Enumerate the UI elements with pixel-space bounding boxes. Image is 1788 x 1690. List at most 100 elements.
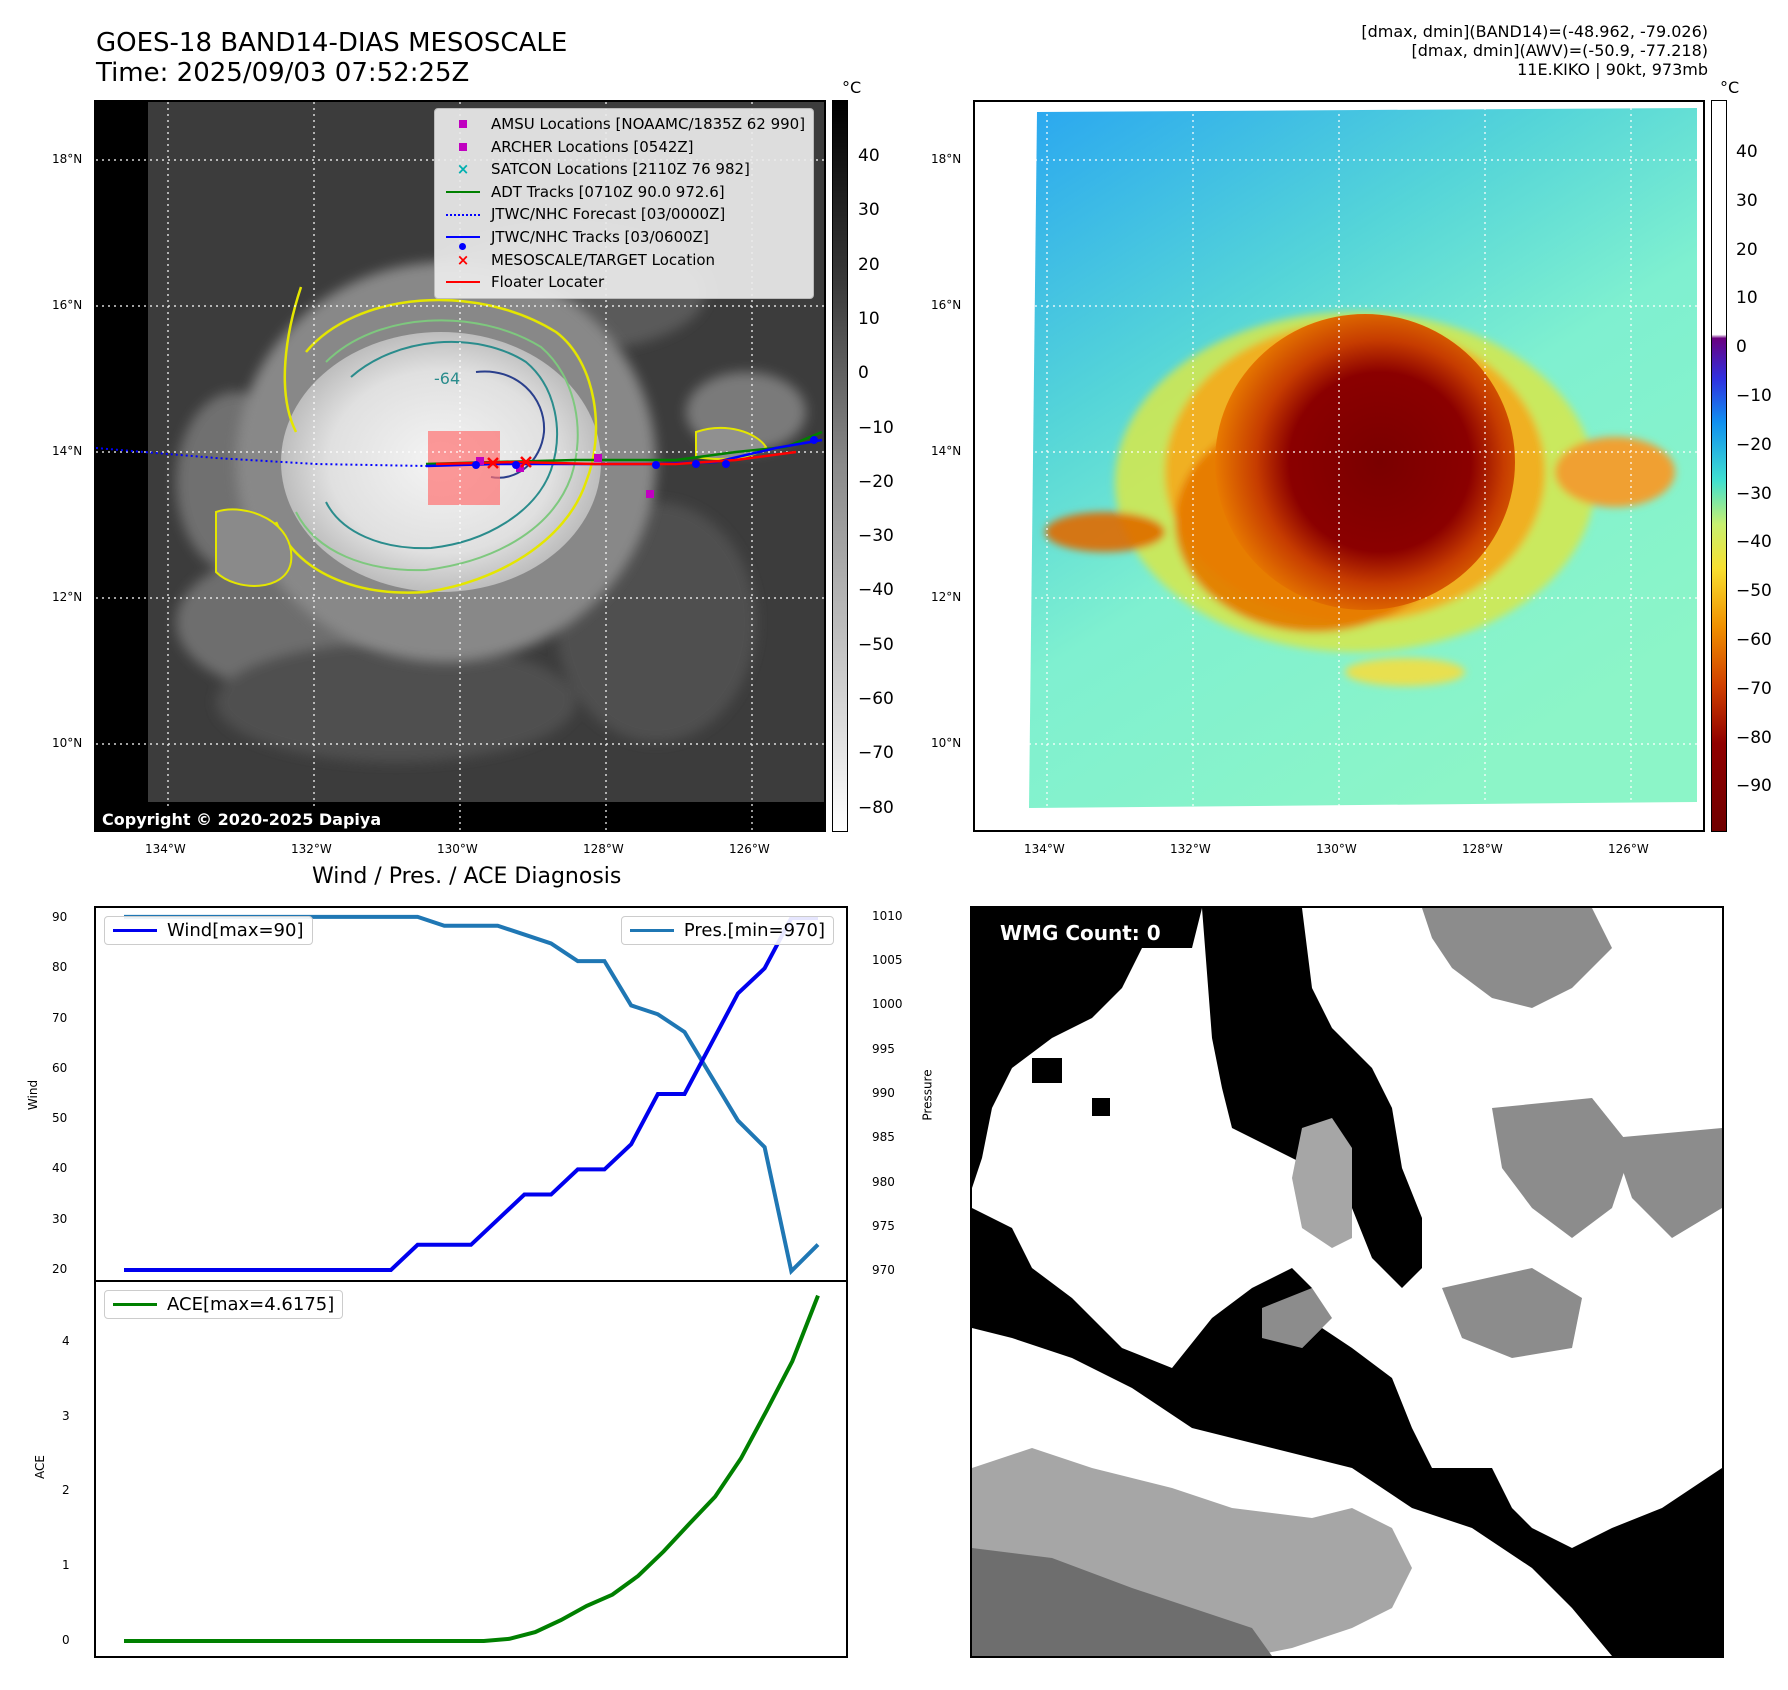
wind-tick: 40 <box>52 1161 68 1176</box>
color-map-panel <box>973 100 1705 832</box>
wmg-svg <box>972 908 1722 1656</box>
line-icon <box>113 1303 157 1306</box>
legend-item-adt: ADT Tracks [0710Z 90.0 972.6] <box>443 181 805 204</box>
wind-legend: Wind[max=90] <box>104 916 313 945</box>
ace-svg <box>124 1294 820 1644</box>
colorbar-tick: 30 <box>1736 190 1758 211</box>
colorbar-tick: 20 <box>858 254 880 275</box>
pres-tick: 985 <box>872 1130 895 1145</box>
info-line-3: 11E.KIKO | 90kt, 973mb <box>1517 60 1708 79</box>
legend-label: ARCHER Locations [0542Z] <box>491 137 694 156</box>
jtwc-forecast-track <box>96 447 427 467</box>
lat-tick: 12°N <box>931 590 962 604</box>
square-marker-icon <box>443 142 483 151</box>
colorbar-tick: 10 <box>1736 288 1758 309</box>
track-points <box>472 436 818 469</box>
pres-tick: 980 <box>872 1174 895 1189</box>
legend-label: AMSU Locations [NOAAMC/1835Z 62 990] <box>491 115 806 133</box>
ace-series-line <box>124 1294 820 1644</box>
info-line-2: [dmax, dmin](AWV)=(-50.9, -77.218) <box>1411 41 1708 60</box>
wmg-darkgray-regions <box>972 1548 1272 1656</box>
pres-tick: 1010 <box>872 908 903 923</box>
colorbar-tick: −50 <box>1736 581 1772 602</box>
wind-pres-panel: Wind[max=90] Pres.[min=970] <box>94 906 848 1282</box>
square-marker-icon <box>443 120 483 129</box>
lon-tick: 130°W <box>1316 842 1357 856</box>
legend-item-amsu: AMSU Locations [NOAAMC/1835Z 62 990] <box>443 113 805 136</box>
pres-legend-label: Pres.[min=970] <box>683 920 825 941</box>
x-marker-icon: × <box>456 250 470 269</box>
wind-pres-svg <box>124 914 820 1276</box>
wind-axis-label: Wind <box>26 1079 41 1111</box>
line-icon <box>629 929 674 932</box>
ir-colorbar <box>832 100 848 832</box>
legend-label: SATCON Locations [2110Z 76 982] <box>491 160 750 179</box>
pres-legend: Pres.[min=970] <box>620 916 834 945</box>
legend-item-jtwc-forecast: JTWC/NHC Forecast [03/0000Z] <box>443 203 805 226</box>
wind-tick: 50 <box>52 1111 68 1126</box>
lat-tick: 16°N <box>52 298 83 312</box>
wmg-count-badge: WMG Count: 0 <box>990 918 1171 948</box>
line-icon <box>113 929 157 932</box>
colorbar-tick: −40 <box>1736 532 1772 553</box>
legend-label: ADT Tracks [0710Z 90.0 972.6] <box>491 182 725 201</box>
lon-tick: 134°W <box>145 842 186 856</box>
pres-tick: 990 <box>872 1086 895 1100</box>
ir-colorbar-unit: °C <box>842 78 862 97</box>
wind-series-line <box>124 916 818 1272</box>
colorbar-tick: 20 <box>1736 239 1758 260</box>
wind-legend-label: Wind[max=90] <box>167 920 304 941</box>
lon-tick: 128°W <box>1462 842 1503 856</box>
ace-legend-label: ACE[max=4.6175] <box>167 1294 335 1315</box>
colorbar-tick: 40 <box>858 146 880 166</box>
lon-tick: 132°W <box>1170 842 1211 856</box>
ir-map-panel: -64 <box>94 100 826 832</box>
ace-tick: 2 <box>62 1483 70 1498</box>
legend-label: Floater Locater <box>491 273 605 292</box>
legend-item-jtwc-tracks: JTWC/NHC Tracks [03/0600Z] <box>443 226 805 251</box>
diagnosis-title: Wind / Pres. / ACE Diagnosis <box>312 864 622 889</box>
wmg-gray-regions <box>1262 908 1722 1358</box>
pres-tick: 975 <box>872 1218 895 1233</box>
pres-axis-label: Pressure <box>920 1069 935 1121</box>
lon-tick: 130°W <box>437 842 478 856</box>
info-line-1: [dmax, dmin](BAND14)=(-48.962, -79.026) <box>1361 22 1708 41</box>
colorbar-tick: −40 <box>858 580 894 601</box>
storm-info: [dmax, dmin](BAND14)=(-48.962, -79.026) … <box>1361 22 1708 79</box>
colorbar-tick: 10 <box>858 308 880 329</box>
colorbar-tick: −30 <box>1736 483 1772 504</box>
x-marker-icon: × <box>456 160 470 179</box>
colorbar-tick: 30 <box>858 200 880 221</box>
legend-item-mesoscale: × MESOSCALE/TARGET Location <box>443 249 805 272</box>
lon-tick: 128°W <box>583 842 624 856</box>
wind-tick: 70 <box>52 1010 68 1025</box>
colorbar-tick: −60 <box>1736 630 1772 650</box>
colorbar-tick: −60 <box>858 689 894 709</box>
target-markers <box>487 456 532 469</box>
wind-tick: 20 <box>52 1261 68 1276</box>
lon-tick: 134°W <box>1024 842 1065 856</box>
colorbar-tick: −30 <box>858 526 894 547</box>
colorbar-tick: −90 <box>1736 776 1772 797</box>
colorbar-tick: −80 <box>858 797 894 818</box>
ace-tick: 1 <box>62 1558 70 1573</box>
colorbar-tick: 0 <box>858 363 869 384</box>
colorbar-tick: −10 <box>858 417 894 438</box>
lat-tick: 16°N <box>931 298 962 312</box>
title-line-2: Time: 2025/09/03 07:52:25Z <box>96 58 470 88</box>
amsu-markers <box>476 454 654 498</box>
legend-label: JTWC/NHC Tracks [03/0600Z] <box>491 227 709 246</box>
wind-tick: 90 <box>52 910 68 925</box>
lat-tick: 12°N <box>52 590 83 604</box>
line-icon <box>443 191 483 194</box>
dotted-line-icon <box>443 213 483 216</box>
ace-panel: ACE[max=4.6175] <box>94 1280 848 1658</box>
colorbar-tick: −70 <box>1736 678 1772 699</box>
lat-tick: 18°N <box>931 152 962 166</box>
legend-item-floater: Floater Locater <box>443 271 805 294</box>
pres-tick: 1005 <box>872 953 903 968</box>
color-map-svg <box>975 102 1703 830</box>
lat-tick: 10°N <box>931 736 962 750</box>
contour-label-64: -64 <box>434 369 460 388</box>
wind-tick: 30 <box>52 1211 68 1226</box>
